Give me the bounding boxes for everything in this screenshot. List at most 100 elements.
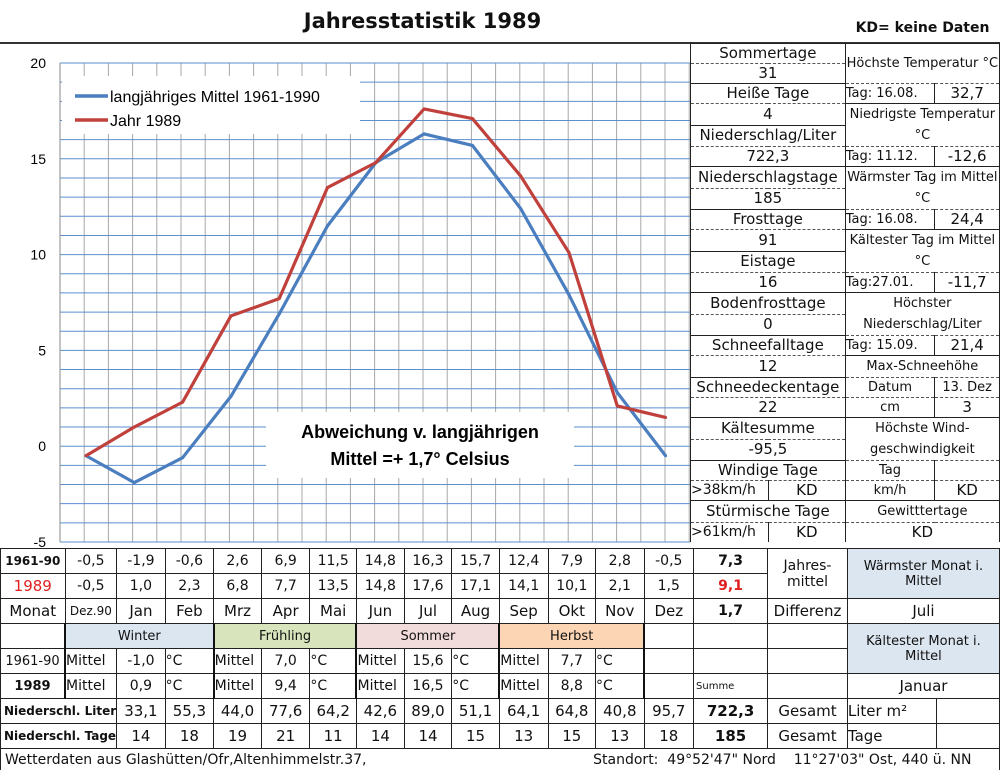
precip-cell: 64,1: [498, 698, 549, 724]
mittel-label: Mittel: [498, 673, 549, 699]
series-line-1989: [85, 107, 666, 458]
stat-label: Niederschlagstage: [690, 166, 846, 189]
season-year-value: 16,5: [403, 673, 453, 699]
date-value: Tag:27.01.: [844, 272, 936, 293]
stats-row: 16 Tag:27.01. -11,7: [690, 272, 1000, 293]
mittel-label: Mittel: [498, 648, 549, 674]
month-label: Jul: [403, 598, 453, 624]
stats-row: Windige Tage Tag: [690, 460, 1000, 481]
precip-unit: Liter m²: [846, 698, 937, 724]
data-point: [422, 132, 426, 136]
row-label-mean: 1961-90: [0, 648, 66, 674]
y-tick-label: 0: [38, 438, 46, 454]
precip-cell: 33,1: [116, 698, 166, 724]
legend-box: [62, 76, 360, 134]
stats-row: 0: [690, 314, 1000, 336]
table-row: Monat Dez.90 Jan Feb Mrz Apr Mai Jun Jul Aug Sep Ok…: [0, 598, 1000, 624]
stats-row: 91 Kältester Tag im Mittel °C: [690, 229, 1000, 273]
data-point: [229, 394, 233, 398]
days-cell: 13: [498, 723, 549, 749]
season-mean-value: 15,6: [403, 648, 453, 674]
legend-label: Jahr 1989: [110, 113, 181, 130]
data-point: [326, 186, 329, 190]
days-cell: 19: [213, 723, 262, 749]
warmest-month-value: Juli: [846, 598, 1000, 624]
footer-coordinates: Standort: 49°52'47" Nord 11°27'03" Ost, …: [593, 751, 972, 768]
stat-value: 185: [690, 188, 846, 210]
stats-row: Heiße Tage Tag: 16.08. 32,7: [690, 83, 1000, 104]
gesamt-label: Gesamt: [767, 723, 848, 749]
days-cell: 14: [116, 723, 166, 749]
stat-value: 12: [690, 355, 846, 378]
data-point: [470, 117, 474, 121]
season-year-value: 9,4: [260, 673, 311, 699]
precip-cell: 40,8: [595, 698, 645, 724]
unit-label: °C: [451, 648, 500, 674]
annual-year-value: 9,1: [693, 573, 769, 599]
date-value: Tag: 16.08.: [844, 209, 936, 230]
data-point: [567, 251, 571, 255]
snow-date-label: Datum: [844, 377, 936, 398]
precip-cell: 44,0: [213, 698, 262, 724]
data-point: [470, 143, 474, 147]
stat-value: KD: [767, 522, 846, 542]
max-temp-value: 32,7: [934, 83, 1000, 104]
wind-day-value: [934, 460, 1000, 481]
unit-label: °C: [309, 673, 357, 699]
year-temp-cell: 1,5: [643, 573, 695, 599]
stat-label: Eistage: [690, 250, 846, 273]
annotation-box: [266, 412, 574, 478]
empty-cell: [767, 648, 848, 674]
data-point: [277, 312, 281, 316]
footer: Wetterdaten aus Glashütten/Ofr,Altenhimm…: [0, 748, 1000, 770]
year-temp-cell: 17,1: [451, 573, 500, 599]
season-header: Herbst: [498, 623, 645, 649]
mittel-label: Mittel: [355, 673, 405, 699]
mittel-label: Mittel: [355, 648, 405, 674]
wind-kmh-label: km/h: [844, 480, 936, 501]
empty-cell: [0, 623, 66, 649]
precip-cell: 64,8: [547, 698, 597, 724]
days-cell: 14: [355, 723, 405, 749]
stat-label: Frosttage: [690, 209, 846, 230]
thunder-days-label: Gewitttertage: [844, 500, 1000, 523]
data-point: [567, 293, 571, 297]
stat-label: Kältesumme: [690, 417, 846, 440]
days-row-label: Niederschl. Tage: [0, 723, 118, 749]
precip-cell: 77,6: [260, 698, 311, 724]
warmest-day-value: 24,4: [934, 209, 1000, 230]
stat-label: Heiße Tage: [690, 83, 846, 104]
precip-cell: 89,0: [403, 698, 453, 724]
year-temp-cell: 13,5: [309, 573, 357, 599]
stats-row: 22 cm 3: [690, 397, 1000, 418]
thunder-days-value: KD: [844, 522, 1000, 542]
mean-temp-cell: -0,6: [164, 548, 215, 574]
mean-temp-cell: -0,5: [64, 548, 118, 574]
days-cell: 13: [595, 723, 645, 749]
min-temp-label: Niedrigste Temperatur °C: [844, 103, 1000, 147]
table-row: 1989 Mittel 0,9 °C Mittel 9,4 °C Mittel 16,5 °C Mi…: [0, 673, 1000, 699]
mean-temp-cell: 12,4: [498, 548, 549, 574]
stat-value: 0: [690, 314, 846, 336]
data-point: [664, 415, 668, 419]
stat-value: 91: [690, 229, 846, 251]
year-temp-cell: 17,6: [403, 573, 453, 599]
days-cell: 14: [403, 723, 453, 749]
data-point: [422, 107, 426, 111]
empty-cell: [693, 648, 769, 674]
stats-row: Stürmische Tage Gewitttertage: [690, 500, 1000, 523]
mean-temp-cell: 2,6: [213, 548, 262, 574]
stat-label: Schneefalltage: [690, 335, 846, 356]
mean-temp-cell: 7,9: [547, 548, 597, 574]
kd-legend-note: KD= keine Daten: [855, 20, 990, 36]
data-point: [181, 456, 185, 460]
year-temp-cell: 2,1: [595, 573, 645, 599]
footer-location: Wetterdaten aus Glashütten/Ofr,Altenhimm…: [5, 751, 367, 768]
monthly-data-table: 1961-90 -0,5 -1,9 -0,6 2,6 6,9 11,5 14,8 16,3 15,…: [0, 548, 1000, 770]
data-point: [132, 481, 136, 485]
stats-row: Schneedeckentage Datum 13. Dez: [690, 377, 1000, 398]
stats-row: 4 Niedrigste Temperatur °C: [690, 103, 1000, 147]
stat-label: Stürmische Tage: [690, 500, 846, 523]
mean-temp-cell: -1,9: [116, 548, 166, 574]
